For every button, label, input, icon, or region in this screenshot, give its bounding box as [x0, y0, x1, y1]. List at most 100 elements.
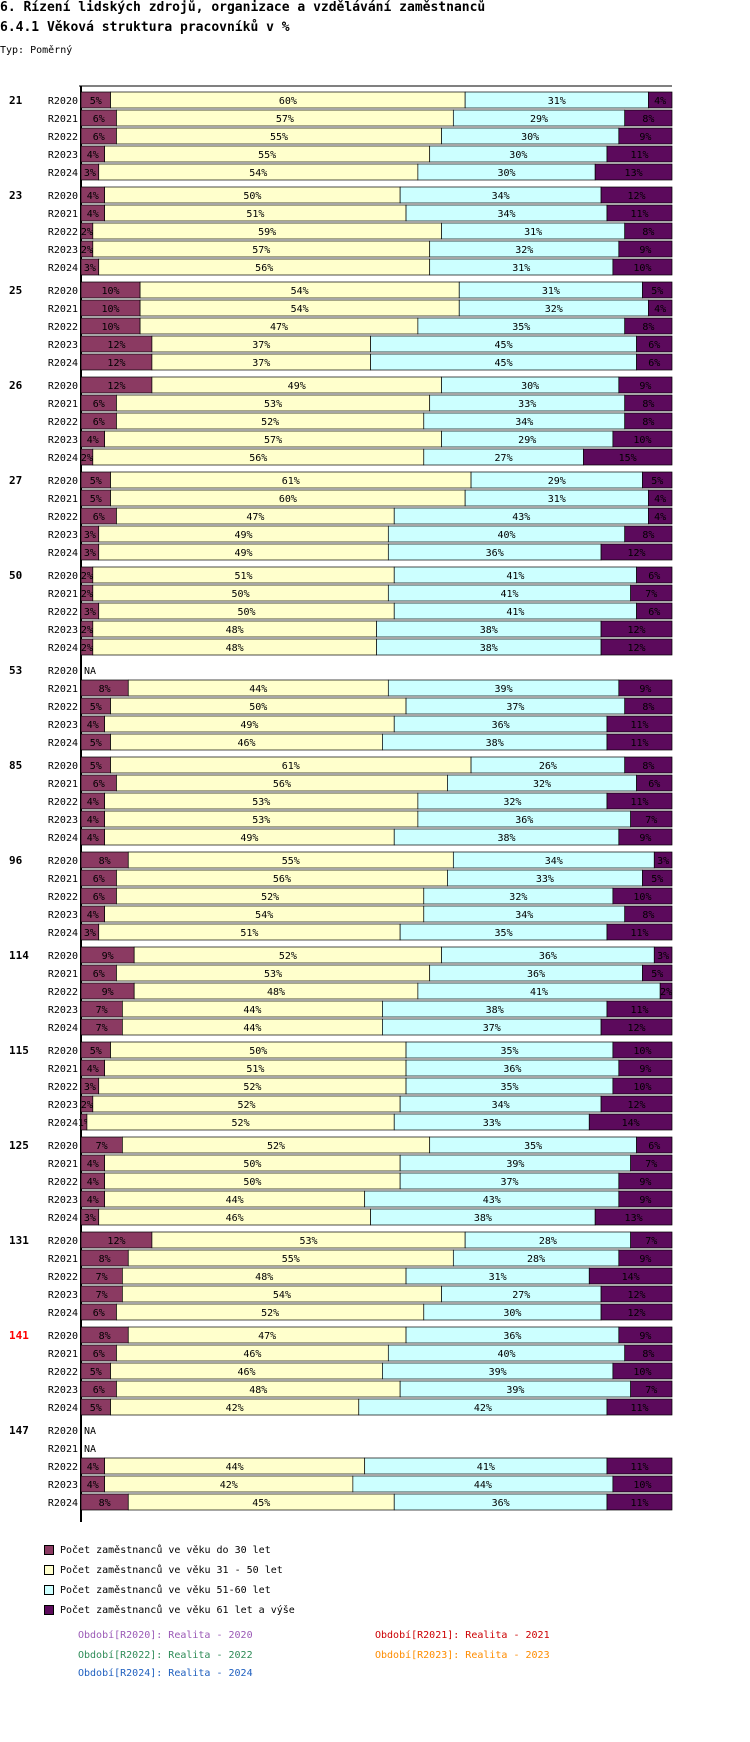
- data-label: 4%: [87, 1480, 99, 1491]
- data-label: 50%: [243, 1177, 261, 1188]
- data-label: 61%: [282, 476, 300, 487]
- data-label: 8%: [99, 1254, 111, 1265]
- data-label: 6%: [648, 607, 660, 618]
- period-label: R2020: [48, 951, 78, 962]
- bar-segment: [648, 489, 673, 507]
- data-label: 7%: [96, 1023, 108, 1034]
- period-label: R2023: [48, 1290, 78, 1301]
- data-label: 27%: [495, 453, 513, 464]
- data-label: 32%: [509, 892, 527, 903]
- bar-segment: [606, 715, 673, 733]
- bar-segment: [624, 317, 673, 335]
- data-label: 50%: [237, 607, 255, 618]
- period-label: R2023: [48, 815, 78, 826]
- data-label: 9%: [639, 1254, 651, 1265]
- data-label: 8%: [642, 1349, 654, 1360]
- bar-segment: [624, 697, 673, 715]
- data-label: 7%: [96, 1290, 108, 1301]
- data-label: 60%: [279, 494, 297, 505]
- chart-type-label: Typ: Poměrný: [0, 45, 73, 56]
- data-label: 42%: [226, 1403, 244, 1414]
- data-label: 3%: [657, 856, 669, 867]
- data-label: 9%: [639, 1177, 651, 1188]
- period-label: R2020: [48, 1426, 78, 1437]
- data-label: 7%: [645, 1159, 657, 1170]
- bar-segment: [594, 1208, 673, 1226]
- legend-label: Počet zaměstnanců ve věku 31 - 50 let: [60, 1564, 283, 1576]
- bar-segment: [600, 543, 673, 561]
- data-label: 10%: [633, 435, 651, 446]
- data-label: 47%: [258, 1331, 276, 1342]
- data-label: 38%: [486, 738, 504, 749]
- data-label: 10%: [633, 892, 651, 903]
- data-label: 6%: [93, 1308, 105, 1319]
- group-label: 21: [9, 94, 23, 107]
- bar-segment: [612, 1475, 673, 1493]
- data-label: 7%: [645, 1236, 657, 1247]
- data-label: 39%: [506, 1159, 524, 1170]
- data-label: 34%: [515, 910, 533, 921]
- data-label: 3%: [84, 1213, 96, 1224]
- period-label: R2020: [48, 96, 78, 107]
- bar-segment: [648, 507, 673, 525]
- data-label: 4%: [87, 1159, 99, 1170]
- data-label: 45%: [252, 1498, 270, 1509]
- bar-segment: [606, 145, 673, 163]
- data-label: 35%: [512, 322, 530, 333]
- period-label: R2024: [48, 263, 78, 274]
- period-label: R2021: [48, 779, 78, 790]
- period-label: R2024: [48, 1213, 78, 1224]
- data-label: 35%: [500, 1082, 518, 1093]
- data-label: 33%: [483, 1118, 501, 1129]
- data-label: 41%: [530, 987, 548, 998]
- data-label: 1%: [78, 1118, 90, 1129]
- data-label: 36%: [539, 951, 557, 962]
- period-legend-r2024: Období[R2024]: Realita - 2024: [78, 1668, 253, 1679]
- bar-segment: [624, 1344, 673, 1362]
- data-label: 8%: [99, 1331, 111, 1342]
- period-label: R2024: [48, 168, 78, 179]
- data-label: 5%: [90, 761, 102, 772]
- bar-segment: [618, 828, 673, 846]
- legend-swatch: [44, 1585, 54, 1595]
- data-label: 10%: [102, 286, 120, 297]
- period-label: R2023: [48, 625, 78, 636]
- data-label: 39%: [506, 1385, 524, 1396]
- period-label: R2021: [48, 969, 78, 980]
- data-label: 3%: [84, 168, 96, 179]
- bar-segment: [612, 430, 673, 448]
- data-label: 2%: [81, 625, 93, 636]
- data-label: 52%: [261, 1308, 279, 1319]
- data-label: 3%: [84, 1082, 96, 1093]
- data-label: 12%: [107, 340, 125, 351]
- bar-segment: [630, 584, 673, 602]
- data-label: 42%: [474, 1403, 492, 1414]
- period-label: R2022: [48, 417, 78, 428]
- data-label: 8%: [642, 227, 654, 238]
- data-label: 50%: [249, 1046, 267, 1057]
- period-legend-r2020: Období[R2020]: Realita - 2020: [78, 1630, 253, 1641]
- period-label: R2021: [48, 874, 78, 885]
- data-label: 41%: [477, 1462, 495, 1473]
- period-label: R2023: [48, 150, 78, 161]
- data-label: 37%: [483, 1023, 501, 1034]
- data-label: 6%: [93, 1385, 105, 1396]
- group-label: 141: [9, 1329, 29, 1342]
- data-label: 9%: [639, 132, 651, 143]
- data-label: 11%: [630, 1462, 648, 1473]
- data-label: 55%: [282, 856, 300, 867]
- data-label: 13%: [625, 168, 643, 179]
- legend-label: Počet zaměstnanců ve věku 51-60 let: [60, 1584, 271, 1596]
- data-label: 5%: [651, 476, 663, 487]
- data-label: 51%: [240, 928, 258, 939]
- data-label: 4%: [654, 512, 666, 523]
- legend-item-31-50: Počet zaměstnanců ve věku 31 - 50 let: [44, 1560, 295, 1580]
- bar-segment: [606, 733, 673, 751]
- bar-segment: [600, 1303, 673, 1321]
- data-label: 11%: [630, 150, 648, 161]
- data-label: 28%: [527, 1254, 545, 1265]
- data-label: 12%: [628, 191, 646, 202]
- data-label: 53%: [252, 815, 270, 826]
- data-label: 57%: [252, 245, 270, 256]
- data-label: 4%: [87, 815, 99, 826]
